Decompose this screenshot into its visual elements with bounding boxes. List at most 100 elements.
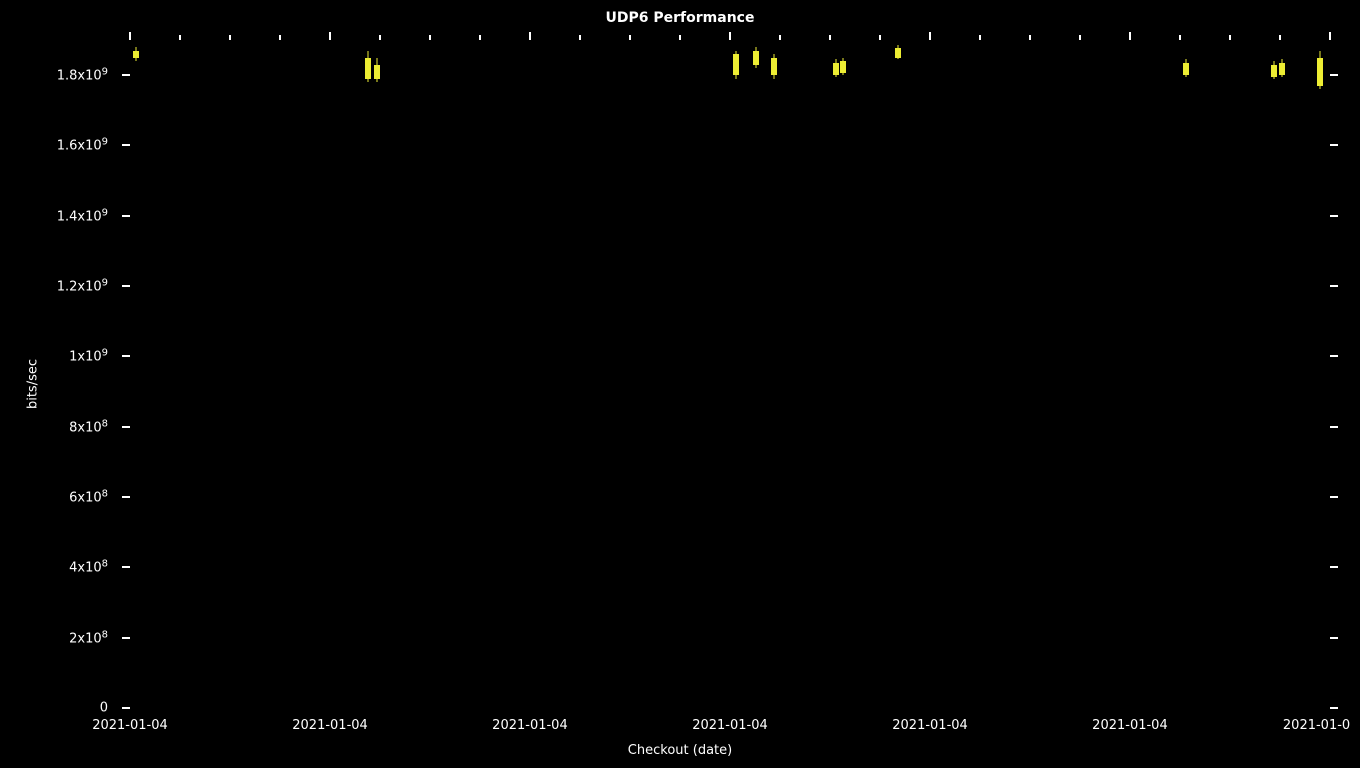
y-tick-exp: 8 <box>102 559 108 570</box>
x-axis-label: Checkout (date) <box>0 743 1360 758</box>
x-minor-tick-top <box>679 35 681 40</box>
y-tick-base: 1.8x10 <box>57 69 102 84</box>
box <box>1271 65 1277 77</box>
data-point <box>833 40 839 708</box>
y-tick-mark <box>122 215 130 217</box>
x-tick-label: 2021-01-04 <box>692 718 768 733</box>
x-tick-mark-top <box>529 32 531 40</box>
y-tick-mark-right <box>1330 355 1338 357</box>
x-minor-tick-top <box>829 35 831 40</box>
x-minor-tick-top <box>879 35 881 40</box>
y-tick-exp: 8 <box>102 488 108 499</box>
y-tick-mark <box>122 355 130 357</box>
y-tick-exp: 8 <box>102 629 108 640</box>
x-minor-tick-top <box>1179 35 1181 40</box>
x-tick-label: 2021-01-04 <box>492 718 568 733</box>
box <box>771 58 777 76</box>
y-tick-mark <box>122 285 130 287</box>
box <box>365 58 371 79</box>
x-minor-tick-top <box>779 35 781 40</box>
y-tick-mark-right <box>1330 285 1338 287</box>
y-tick-exp: 9 <box>102 137 108 148</box>
y-tick-base: 4x10 <box>69 561 102 576</box>
y-tick-mark <box>122 496 130 498</box>
x-tick-mark-top <box>929 32 931 40</box>
data-point <box>1279 40 1285 708</box>
x-tick-label: 2021-01-0 <box>1283 718 1350 733</box>
chart-title: UDP6 Performance <box>0 10 1360 26</box>
data-point <box>133 40 139 708</box>
box <box>840 61 846 73</box>
x-minor-tick-top <box>279 35 281 40</box>
y-tick-base: 2x10 <box>69 631 102 646</box>
box <box>374 65 380 79</box>
y-tick-label: 6x108 <box>69 488 108 505</box>
y-tick-label: 8x108 <box>69 418 108 435</box>
x-minor-tick-top <box>979 35 981 40</box>
box <box>133 51 139 58</box>
y-tick-label: 1x109 <box>69 348 108 365</box>
x-minor-tick-top <box>629 35 631 40</box>
data-point <box>753 40 759 708</box>
y-tick-exp: 9 <box>102 66 108 77</box>
x-minor-tick-top <box>479 35 481 40</box>
x-tick-mark-top <box>1129 32 1131 40</box>
x-tick-mark-top <box>129 32 131 40</box>
box <box>1317 58 1323 86</box>
y-tick-label: 1.4x109 <box>57 207 108 224</box>
data-point <box>895 40 901 708</box>
box <box>1279 63 1285 75</box>
x-minor-tick-top <box>179 35 181 40</box>
y-tick-mark <box>122 144 130 146</box>
y-tick-mark <box>122 707 130 709</box>
x-tick-label: 2021-01-04 <box>892 718 968 733</box>
x-minor-tick-top <box>1079 35 1081 40</box>
x-tick-mark-top <box>1329 32 1331 40</box>
y-axis-label: bits/sec <box>26 359 41 409</box>
y-tick-mark <box>122 637 130 639</box>
data-point <box>1271 40 1277 708</box>
box <box>895 48 901 58</box>
y-tick-mark-right <box>1330 74 1338 76</box>
y-tick-mark-right <box>1330 144 1338 146</box>
data-point <box>840 40 846 708</box>
data-point <box>1317 40 1323 708</box>
y-tick-mark-right <box>1330 426 1338 428</box>
y-tick-mark <box>122 426 130 428</box>
data-point <box>1183 40 1189 708</box>
y-tick-exp: 9 <box>102 207 108 218</box>
y-tick-base: 1.2x10 <box>57 280 102 295</box>
box <box>753 51 759 65</box>
box <box>1183 63 1189 75</box>
y-tick-label: 0 <box>100 701 108 716</box>
y-tick-mark <box>122 566 130 568</box>
x-minor-tick-top <box>1029 35 1031 40</box>
y-tick-label: 1.8x109 <box>57 66 108 83</box>
y-tick-mark-right <box>1330 215 1338 217</box>
x-tick-label: 2021-01-04 <box>92 718 168 733</box>
data-point <box>374 40 380 708</box>
y-tick-label: 4x108 <box>69 559 108 576</box>
data-point <box>365 40 371 708</box>
y-tick-mark-right <box>1330 707 1338 709</box>
y-tick-label: 1.2x109 <box>57 277 108 294</box>
y-tick-base: 1.4x10 <box>57 209 102 224</box>
x-minor-tick-top <box>429 35 431 40</box>
y-tick-exp: 9 <box>102 277 108 288</box>
y-tick-mark <box>122 74 130 76</box>
y-tick-mark-right <box>1330 496 1338 498</box>
y-tick-base: 1.6x10 <box>57 139 102 154</box>
x-tick-label: 2021-01-04 <box>292 718 368 733</box>
y-tick-exp: 8 <box>102 418 108 429</box>
chart-container: UDP6 Performance bits/sec Checkout (date… <box>0 0 1360 768</box>
y-tick-base: 1x10 <box>69 350 102 365</box>
y-tick-base: 6x10 <box>69 491 102 506</box>
x-tick-label: 2021-01-04 <box>1092 718 1168 733</box>
y-tick-label: 1.6x109 <box>57 137 108 154</box>
box <box>833 63 839 75</box>
x-tick-mark-top <box>329 32 331 40</box>
y-tick-mark-right <box>1330 566 1338 568</box>
y-tick-mark-right <box>1330 637 1338 639</box>
y-tick-label: 2x108 <box>69 629 108 646</box>
x-minor-tick-top <box>579 35 581 40</box>
